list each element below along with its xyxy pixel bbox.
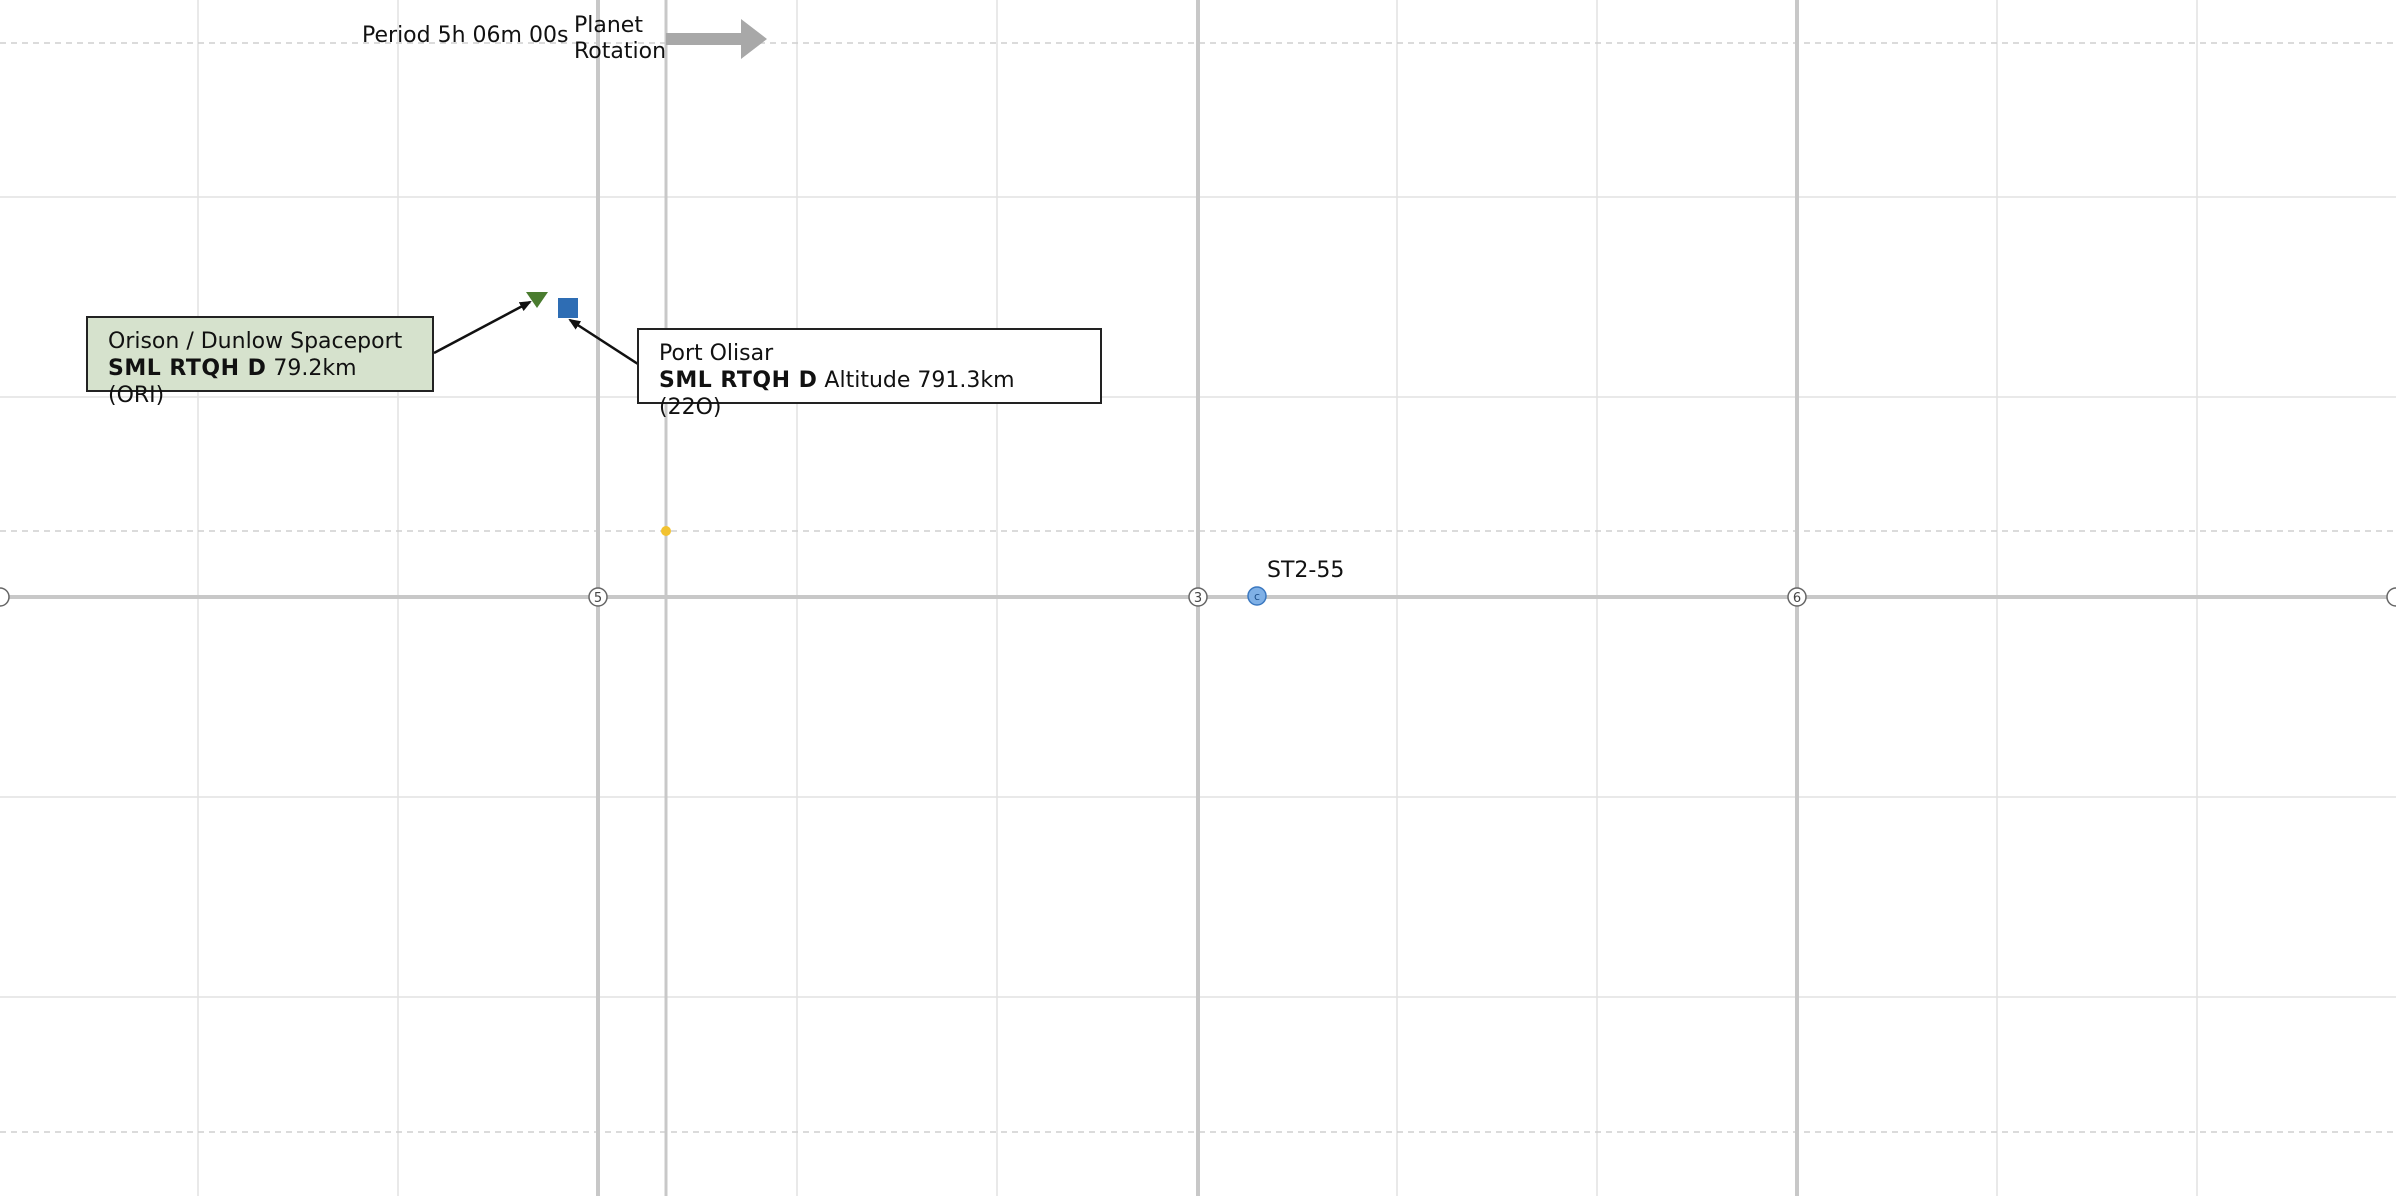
blue-circle-icon[interactable]: c (1247, 586, 1267, 606)
rotation-arrow-icon (666, 19, 767, 59)
axis-marker-left-edge[interactable] (0, 587, 10, 607)
axis-marker-6[interactable]: 6 (1787, 587, 1807, 607)
period-label: Period 5h 06m 00s (362, 23, 569, 48)
axis-marker-5[interactable]: 5 (588, 587, 608, 607)
axis-marker-label: 3 (1194, 591, 1202, 606)
grid-dashed-guides (0, 42, 2396, 1133)
olisar-leader-line (568, 318, 639, 366)
orison-code: SML RTQH D (108, 356, 267, 381)
planet-rotation-label-line1: Planet (574, 13, 643, 38)
port-olisar-detail: Altitude 791.3km (22O) (659, 368, 1015, 420)
st2-55-label[interactable]: ST2-55 (1267, 558, 1345, 583)
port-olisar-callout[interactable]: Port Olisar SML RTQH D Altitude 791.3km … (637, 328, 1102, 420)
orison-detail: 79.2km (ORI) (108, 356, 357, 408)
yellow-dot-icon[interactable] (661, 526, 671, 536)
orison-name: Orison / Dunlow Spaceport (108, 329, 403, 354)
port-olisar-name: Port Olisar (659, 341, 774, 366)
st2-55-marker-letter: c (1254, 590, 1260, 603)
planet-rotation-label-line2: Rotation (574, 39, 667, 64)
orison-callout[interactable]: Orison / Dunlow Spaceport SML RTQH D 79.… (86, 316, 434, 408)
port-olisar-info-line: SML RTQH D Altitude 791.3km (22O) (659, 367, 1080, 421)
green-triangle-icon[interactable] (526, 292, 548, 308)
axis-marker-label: 6 (1793, 591, 1801, 606)
blue-square-icon[interactable] (558, 298, 578, 318)
orison-info-line: SML RTQH D 79.2km (ORI) (108, 355, 412, 409)
orison-leader-line (433, 300, 532, 355)
axis-marker-right-edge[interactable] (2386, 587, 2396, 607)
planet-rotation-label: Planet Rotation (574, 13, 666, 65)
axis-marker-label: 5 (594, 591, 602, 606)
axis-marker-3[interactable]: 3 (1188, 587, 1208, 607)
port-olisar-code: SML RTQH D (659, 368, 818, 393)
